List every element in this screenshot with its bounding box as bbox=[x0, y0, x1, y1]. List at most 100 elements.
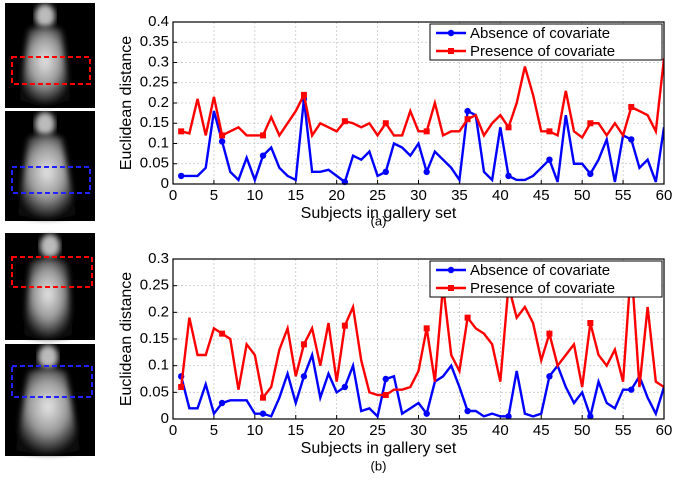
marker bbox=[178, 384, 184, 390]
y-tick-label: 0.3 bbox=[148, 250, 169, 267]
x-tick-label: 55 bbox=[615, 187, 632, 204]
gait-image bbox=[5, 3, 95, 108]
marker bbox=[219, 132, 225, 138]
y-tick-label: 0.35 bbox=[140, 33, 169, 50]
marker bbox=[546, 331, 552, 337]
gait-image bbox=[5, 233, 95, 340]
marker bbox=[260, 152, 266, 158]
y-tick-label: 0.2 bbox=[148, 303, 169, 320]
caption: (a) bbox=[371, 213, 387, 228]
x-tick-label: 5 bbox=[210, 187, 218, 204]
legend-label: Presence of covariate bbox=[470, 43, 615, 60]
legend-label: Absence of covariate bbox=[470, 25, 610, 42]
x-tick-label: 25 bbox=[369, 187, 386, 204]
marker bbox=[178, 173, 184, 179]
y-tick-label: 0.15 bbox=[140, 114, 169, 131]
legend-marker bbox=[448, 30, 454, 36]
marker bbox=[505, 173, 511, 179]
x-tick-label: 30 bbox=[410, 422, 427, 439]
x-tick-label: 0 bbox=[169, 422, 177, 439]
gait-image bbox=[5, 111, 95, 221]
legend-marker bbox=[448, 285, 454, 291]
marker bbox=[260, 410, 266, 416]
legend-marker bbox=[448, 267, 454, 273]
marker bbox=[587, 120, 593, 126]
marker bbox=[342, 323, 348, 329]
x-tick-label: 40 bbox=[492, 422, 509, 439]
marker bbox=[424, 325, 430, 331]
x-tick-label: 5 bbox=[210, 422, 218, 439]
marker bbox=[424, 128, 430, 134]
marker bbox=[506, 124, 512, 130]
marker bbox=[546, 373, 552, 379]
y-tick-label: 0.4 bbox=[148, 13, 169, 30]
x-tick-label: 35 bbox=[451, 422, 468, 439]
y-axis-label: Euclidean distance bbox=[118, 36, 135, 170]
x-tick-label: 50 bbox=[574, 422, 591, 439]
y-tick-label: 0 bbox=[161, 175, 169, 192]
marker bbox=[383, 169, 389, 175]
y-tick-label: 0.3 bbox=[148, 53, 169, 70]
x-tick-label: 15 bbox=[287, 422, 304, 439]
marker bbox=[178, 128, 184, 134]
y-tick-label: 0.15 bbox=[140, 330, 169, 347]
marker bbox=[423, 410, 429, 416]
x-tick-label: 10 bbox=[246, 187, 263, 204]
x-tick-label: 50 bbox=[574, 187, 591, 204]
marker bbox=[260, 132, 266, 138]
x-tick-label: 10 bbox=[246, 422, 263, 439]
y-tick-label: 0.2 bbox=[148, 94, 169, 111]
marker bbox=[546, 128, 552, 134]
marker bbox=[628, 386, 634, 392]
marker bbox=[464, 108, 470, 114]
y-tick-label: 0.1 bbox=[148, 357, 169, 374]
marker bbox=[342, 384, 348, 390]
y-tick-label: 0.05 bbox=[140, 155, 169, 172]
y-tick-label: 0 bbox=[161, 410, 169, 427]
marker bbox=[628, 136, 634, 142]
gait-images bbox=[5, 3, 95, 456]
marker bbox=[301, 373, 307, 379]
marker bbox=[465, 116, 471, 122]
marker bbox=[301, 341, 307, 347]
marker bbox=[383, 376, 389, 382]
marker bbox=[301, 92, 307, 98]
x-tick-label: 45 bbox=[533, 187, 550, 204]
chart: 00.050.10.150.20.250.30.350.405101520253… bbox=[118, 13, 672, 228]
y-tick-label: 0.05 bbox=[140, 383, 169, 400]
y-axis-label: Euclidean distance bbox=[118, 272, 135, 406]
marker bbox=[383, 392, 389, 398]
marker bbox=[383, 120, 389, 126]
caption: (b) bbox=[371, 458, 387, 473]
y-tick-label: 0.25 bbox=[140, 277, 169, 294]
marker bbox=[219, 331, 225, 337]
x-tick-label: 35 bbox=[451, 187, 468, 204]
gait-image bbox=[5, 344, 95, 456]
x-tick-label: 15 bbox=[287, 187, 304, 204]
x-tick-label: 40 bbox=[492, 187, 509, 204]
x-axis-label: Subjects in gallery set bbox=[301, 440, 457, 457]
marker bbox=[587, 171, 593, 177]
x-tick-label: 30 bbox=[410, 187, 427, 204]
x-tick-label: 45 bbox=[533, 422, 550, 439]
marker bbox=[587, 320, 593, 326]
x-tick-label: 20 bbox=[328, 187, 345, 204]
legend-label: Absence of covariate bbox=[470, 262, 610, 279]
marker bbox=[423, 169, 429, 175]
y-tick-label: 0.1 bbox=[148, 134, 169, 151]
marker bbox=[219, 138, 225, 144]
legend-label: Presence of covariate bbox=[470, 280, 615, 297]
marker bbox=[628, 104, 634, 110]
x-tick-label: 25 bbox=[369, 422, 386, 439]
x-tick-label: 60 bbox=[656, 187, 673, 204]
legend-marker bbox=[448, 48, 454, 54]
marker bbox=[465, 315, 471, 321]
marker bbox=[464, 408, 470, 414]
marker bbox=[260, 395, 266, 401]
marker bbox=[546, 157, 552, 163]
x-tick-label: 0 bbox=[169, 187, 177, 204]
marker bbox=[342, 118, 348, 124]
y-tick-label: 0.25 bbox=[140, 74, 169, 91]
